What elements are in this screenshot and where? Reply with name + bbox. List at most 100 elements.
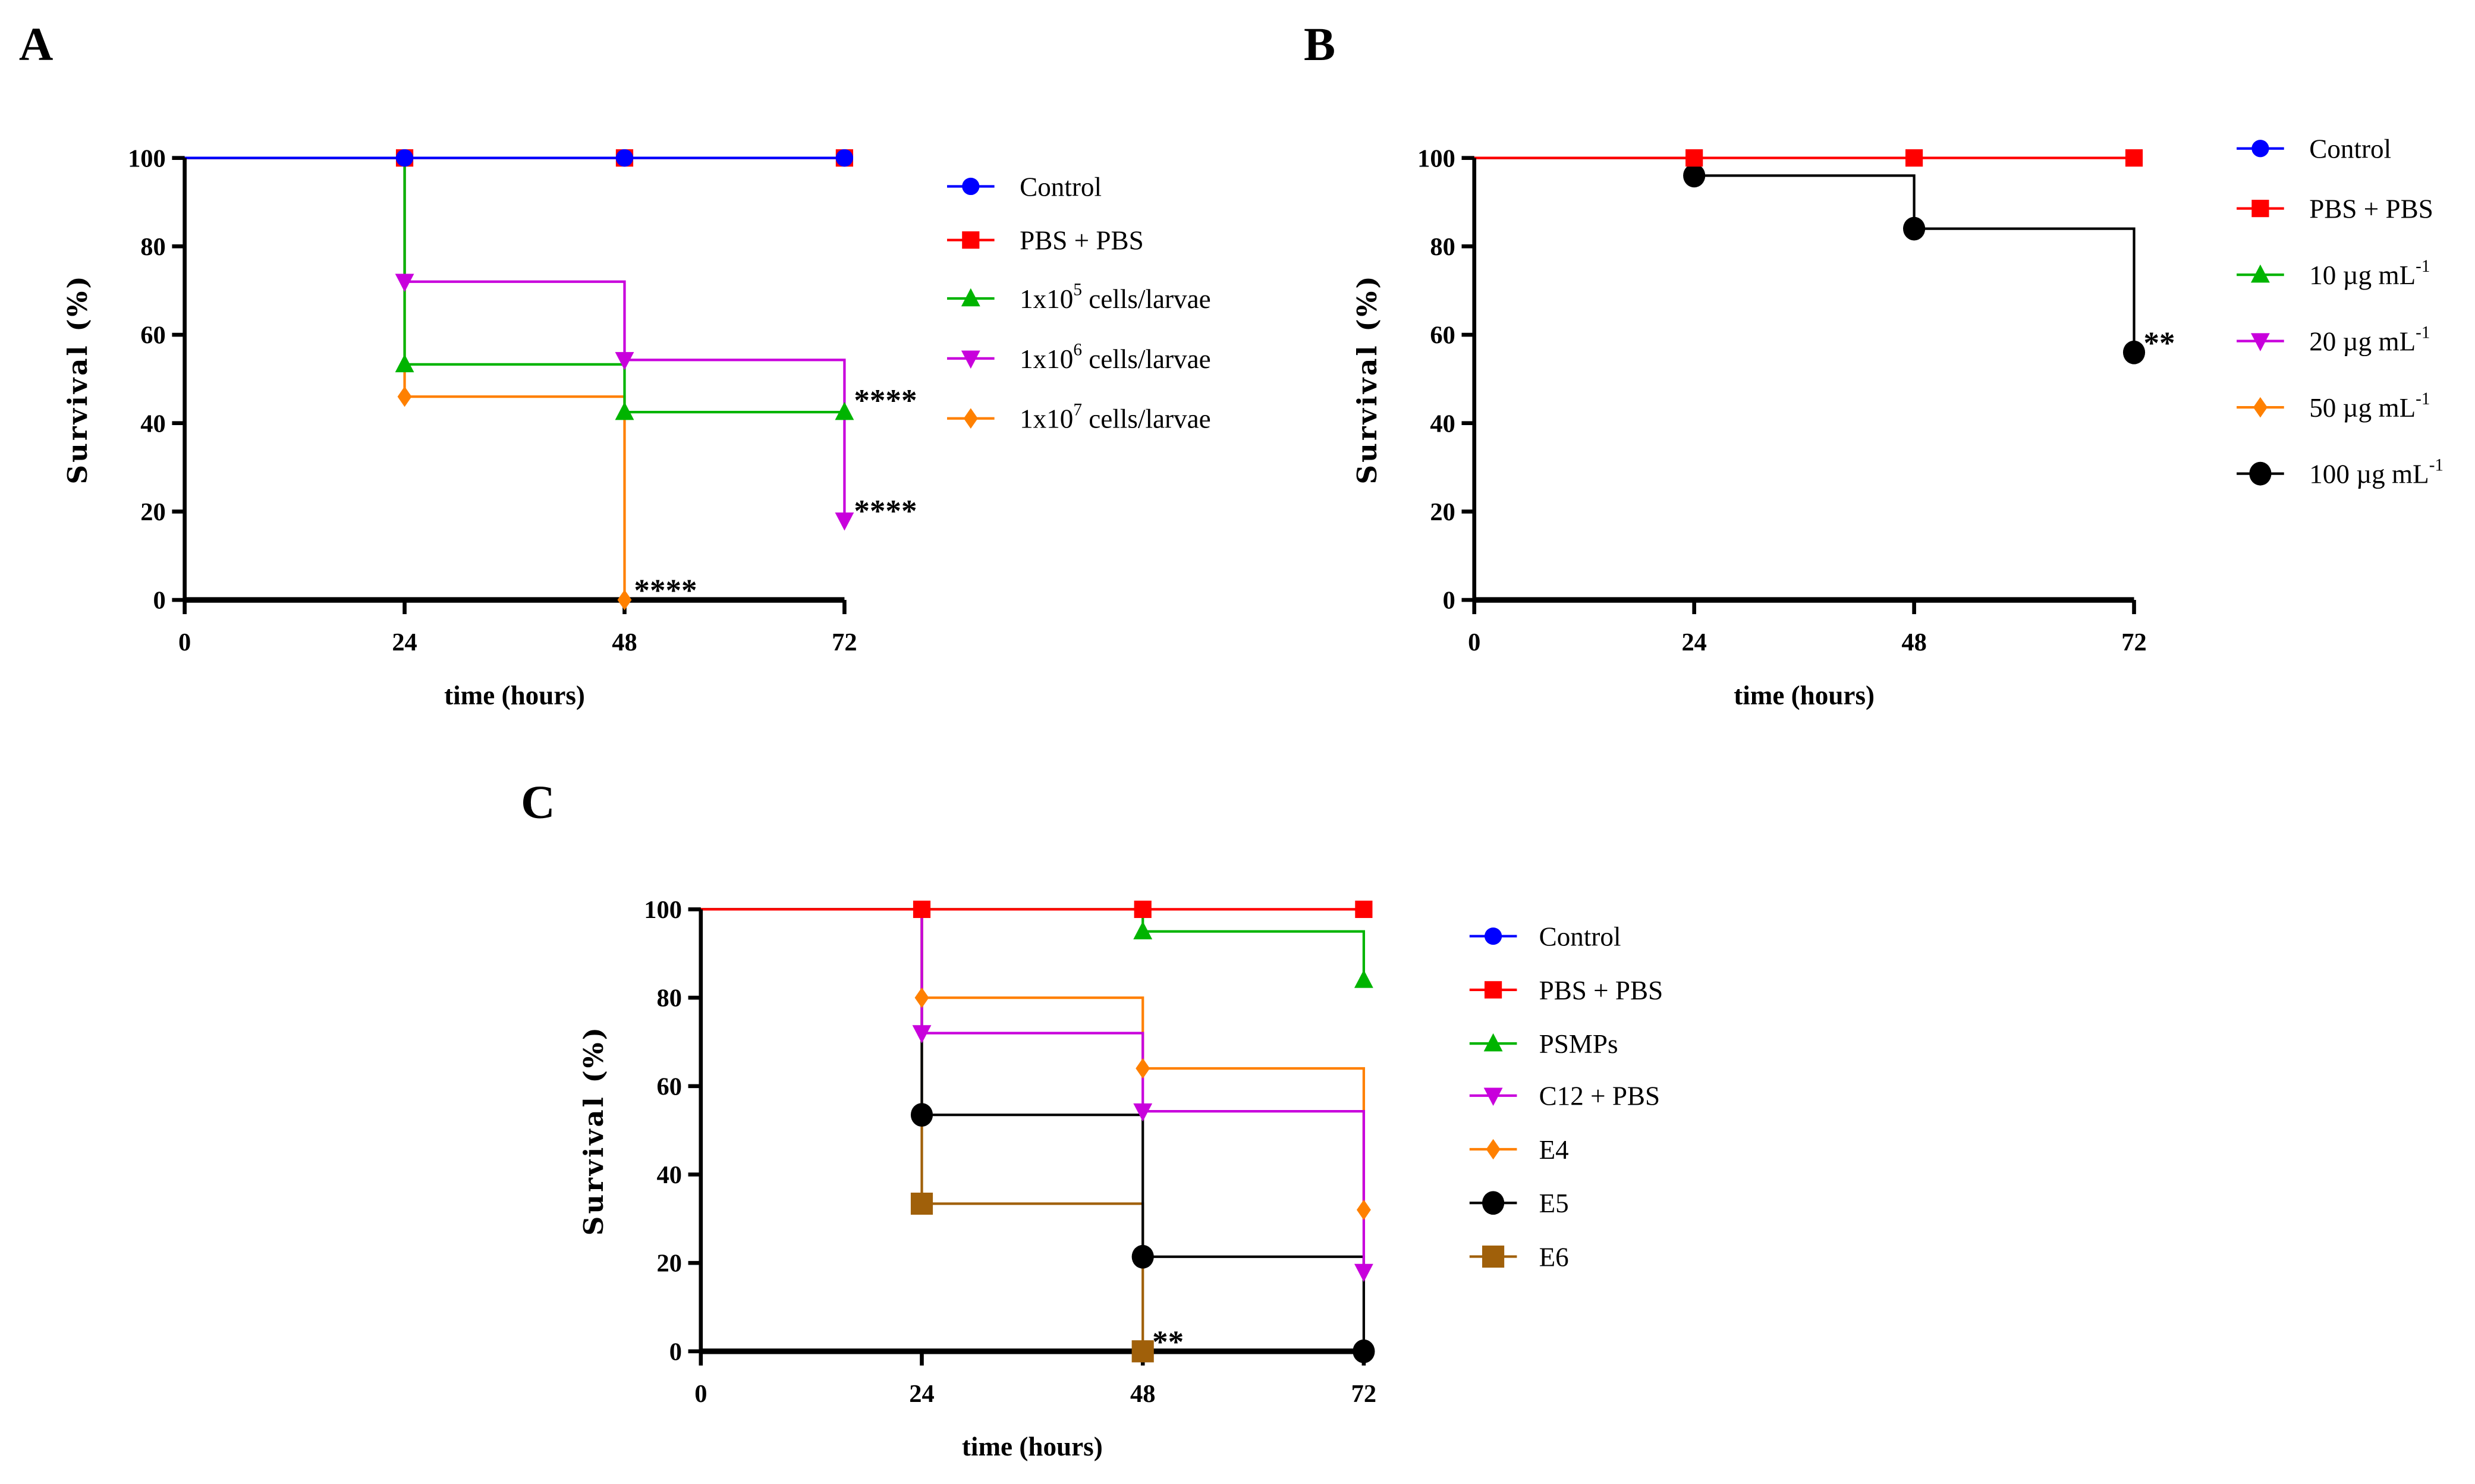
- legend-item: PBS + PBS: [1469, 976, 1663, 1005]
- legend-label-text: Control: [2309, 134, 2391, 164]
- data-point: [910, 1103, 933, 1127]
- legend-label-rest: cells/larvae: [1082, 404, 1211, 434]
- legend-label: Control: [1539, 922, 1621, 951]
- legend-marker: [962, 177, 980, 196]
- data-point: [1355, 900, 1373, 919]
- data-point: [2125, 149, 2143, 167]
- data-point: [910, 1192, 933, 1215]
- legend-marker: [1483, 1087, 1503, 1106]
- legend-label: 100 µg mL-1: [2309, 455, 2443, 489]
- data-point: [1903, 216, 1926, 241]
- x-tick-label: 24: [1681, 628, 1706, 656]
- panel-letter: B: [1304, 18, 1335, 71]
- legend-marker: [2251, 200, 2269, 218]
- x-tick-label: 48: [612, 628, 637, 656]
- x-tick-label: 48: [1901, 628, 1926, 656]
- legend-label-superscript: 5: [1073, 281, 1082, 300]
- data-point: [912, 1025, 932, 1043]
- legend-marker: [2250, 264, 2270, 283]
- legend-label: C12 + PBS: [1539, 1081, 1661, 1111]
- significance-annotation: ****: [854, 383, 917, 418]
- y-tick-label: 60: [656, 1073, 681, 1101]
- x-axis-label: time (hours): [1734, 680, 1875, 710]
- significance-annotation: **: [1152, 1325, 1184, 1359]
- legend-label-text: 100 µg mL: [2309, 460, 2429, 489]
- legend-label: PBS + PBS: [1539, 976, 1663, 1005]
- x-tick-label: 24: [392, 628, 417, 656]
- y-axis-label: Survival (%): [62, 273, 93, 484]
- legend-label-superscript: -1: [2416, 389, 2430, 408]
- data-points: [910, 900, 1375, 1363]
- axes: 0 20 40 60 80 100 0 24 48 72 time (hours) Survival …: [578, 896, 1376, 1461]
- x-axis-label: time (hours): [444, 680, 585, 710]
- legend-label: 10 µg mL-1: [2309, 257, 2430, 290]
- legend-label-rest: cells/larvae: [1082, 344, 1211, 374]
- legend-label-text: PBS + PBS: [1539, 976, 1663, 1005]
- legend-label-text: E5: [1539, 1189, 1569, 1218]
- legend-item: Control: [2237, 134, 2391, 164]
- legend-marker: [961, 288, 980, 307]
- legend-label-text: Control: [1020, 172, 1102, 202]
- data-point: [395, 273, 414, 293]
- data-point: [1354, 1263, 1373, 1282]
- legend-item: 1x105 cells/larvae: [946, 281, 1211, 314]
- y-tick-label: 20: [1430, 498, 1455, 526]
- legend-label-text: 1x10: [1020, 284, 1073, 314]
- legend-item: E4: [1469, 1135, 1569, 1165]
- x-tick-label: 72: [832, 628, 857, 656]
- legend-item: 20 µg mL-1: [2237, 323, 2430, 357]
- x-tick-label: 72: [2121, 628, 2146, 656]
- data-point: [1356, 1199, 1371, 1221]
- legend-label-text: 1x10: [1020, 404, 1073, 434]
- y-tick-label: 40: [140, 410, 165, 438]
- legend-item: E5: [1469, 1189, 1569, 1218]
- y-tick-label: 20: [140, 498, 165, 526]
- data-point: [1353, 1339, 1375, 1363]
- axes: 0 20 40 60 80 100 0 24 48 72 time (hours) Survival …: [1351, 144, 2147, 710]
- legend-label-text: E4: [1539, 1135, 1569, 1165]
- x-axis-label: time (hours): [962, 1432, 1103, 1461]
- data-point: [1354, 970, 1373, 988]
- y-tick-label: 80: [140, 233, 165, 261]
- legend-marker: [963, 408, 978, 429]
- legend-label: 50 µg mL-1: [2309, 389, 2430, 423]
- legend-label: 1x106 cells/larvae: [1020, 341, 1211, 374]
- significance-annotation: **: [2143, 326, 2175, 360]
- panel-letter: C: [521, 776, 555, 828]
- legend-label: E6: [1539, 1242, 1569, 1272]
- legend-label-text: PBS + PBS: [2309, 194, 2433, 224]
- data-point: [2122, 340, 2146, 364]
- legend-label-superscript: -1: [2429, 455, 2443, 474]
- data-point: [835, 401, 854, 420]
- x-tick-label: 72: [1351, 1380, 1376, 1408]
- data-point: [835, 512, 854, 531]
- x-tick-label: 0: [1468, 628, 1480, 656]
- data-point: [914, 987, 929, 1008]
- legend-label: Control: [1020, 172, 1102, 202]
- y-tick-label: 100: [128, 144, 166, 172]
- legend-marker: [1483, 1033, 1503, 1052]
- legend-item: Control: [946, 172, 1102, 202]
- axes: 0 20 40 60 80 100 0 24 48 72 time (hours) Survival …: [62, 144, 857, 710]
- data-points: [1683, 149, 2146, 364]
- data-point-control: [835, 149, 854, 167]
- legend-label-text: E6: [1539, 1242, 1569, 1272]
- legend-marker: [1485, 927, 1502, 945]
- panel-c: C 0 20 40 60 80 100 0 24 48 72 time (hours) Survival…: [521, 776, 1663, 1461]
- legend-label-superscript: -1: [2416, 257, 2430, 276]
- y-tick-label: 60: [140, 322, 165, 350]
- y-tick-label: 0: [669, 1338, 682, 1366]
- legend-item: 50 µg mL-1: [2237, 389, 2430, 423]
- legend-label-text: 1x10: [1020, 344, 1073, 374]
- significance-annotation: ****: [854, 494, 917, 529]
- legend-label-rest: cells/larvae: [1082, 284, 1211, 314]
- legend-item: C12 + PBS: [1469, 1081, 1661, 1111]
- legend-item: Control: [1469, 922, 1621, 951]
- legend-item: E6: [1469, 1242, 1569, 1272]
- data-point: [395, 354, 414, 373]
- legend-label-superscript: -1: [2416, 323, 2430, 342]
- legend-marker: [1482, 1191, 1505, 1215]
- legend-label-text: Control: [1539, 922, 1621, 951]
- legend-marker: [2250, 333, 2270, 351]
- y-axis-label: Survival (%): [1351, 273, 1383, 484]
